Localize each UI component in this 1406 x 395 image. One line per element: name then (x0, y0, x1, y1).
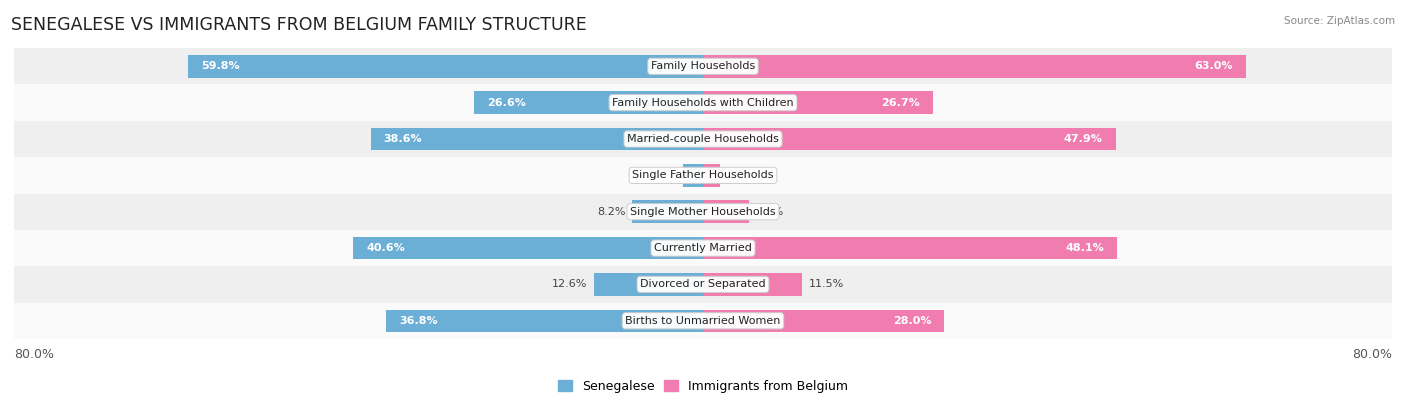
Text: 8.2%: 8.2% (598, 207, 626, 217)
Text: 2.0%: 2.0% (727, 170, 755, 181)
Text: 26.7%: 26.7% (882, 98, 920, 108)
Text: 80.0%: 80.0% (1353, 348, 1392, 361)
Text: 26.6%: 26.6% (486, 98, 526, 108)
Bar (14, 230, 1392, 266)
Text: 5.3%: 5.3% (755, 207, 783, 217)
Text: 11.5%: 11.5% (808, 279, 844, 290)
Bar (188, 55, 703, 77)
Text: 36.8%: 36.8% (399, 316, 437, 326)
Bar (387, 310, 703, 332)
Bar (703, 128, 1115, 150)
Text: Family Households with Children: Family Households with Children (612, 98, 794, 108)
Text: SENEGALESE VS IMMIGRANTS FROM BELGIUM FAMILY STRUCTURE: SENEGALESE VS IMMIGRANTS FROM BELGIUM FA… (11, 16, 586, 34)
Bar (371, 128, 703, 150)
Text: 28.0%: 28.0% (893, 316, 931, 326)
Bar (703, 310, 945, 332)
Text: Births to Unmarried Women: Births to Unmarried Women (626, 316, 780, 326)
Text: Divorced or Separated: Divorced or Separated (640, 279, 766, 290)
Text: Single Mother Households: Single Mother Households (630, 207, 776, 217)
Text: 12.6%: 12.6% (553, 279, 588, 290)
Text: 59.8%: 59.8% (201, 61, 239, 71)
Bar (14, 303, 1392, 339)
Bar (14, 266, 1392, 303)
Legend: Senegalese, Immigrants from Belgium: Senegalese, Immigrants from Belgium (553, 375, 853, 395)
Text: Source: ZipAtlas.com: Source: ZipAtlas.com (1284, 16, 1395, 26)
Bar (14, 48, 1392, 85)
Text: Married-couple Households: Married-couple Households (627, 134, 779, 144)
Text: 40.6%: 40.6% (367, 243, 405, 253)
Bar (703, 200, 748, 223)
Bar (474, 91, 703, 114)
Text: Currently Married: Currently Married (654, 243, 752, 253)
Bar (703, 237, 1118, 260)
Bar (703, 91, 934, 114)
Text: 47.9%: 47.9% (1064, 134, 1102, 144)
Bar (14, 194, 1392, 230)
Text: 48.1%: 48.1% (1066, 243, 1104, 253)
Bar (14, 85, 1392, 121)
Bar (595, 273, 703, 296)
Text: 63.0%: 63.0% (1194, 61, 1233, 71)
Bar (14, 121, 1392, 157)
Bar (633, 200, 703, 223)
Text: 2.3%: 2.3% (648, 170, 676, 181)
Text: Single Father Households: Single Father Households (633, 170, 773, 181)
Bar (14, 157, 1392, 194)
Bar (703, 273, 801, 296)
Bar (353, 237, 703, 260)
Text: 80.0%: 80.0% (14, 348, 53, 361)
Bar (703, 164, 720, 187)
Text: 38.6%: 38.6% (384, 134, 422, 144)
Bar (683, 164, 703, 187)
Bar (703, 55, 1246, 77)
Text: Family Households: Family Households (651, 61, 755, 71)
